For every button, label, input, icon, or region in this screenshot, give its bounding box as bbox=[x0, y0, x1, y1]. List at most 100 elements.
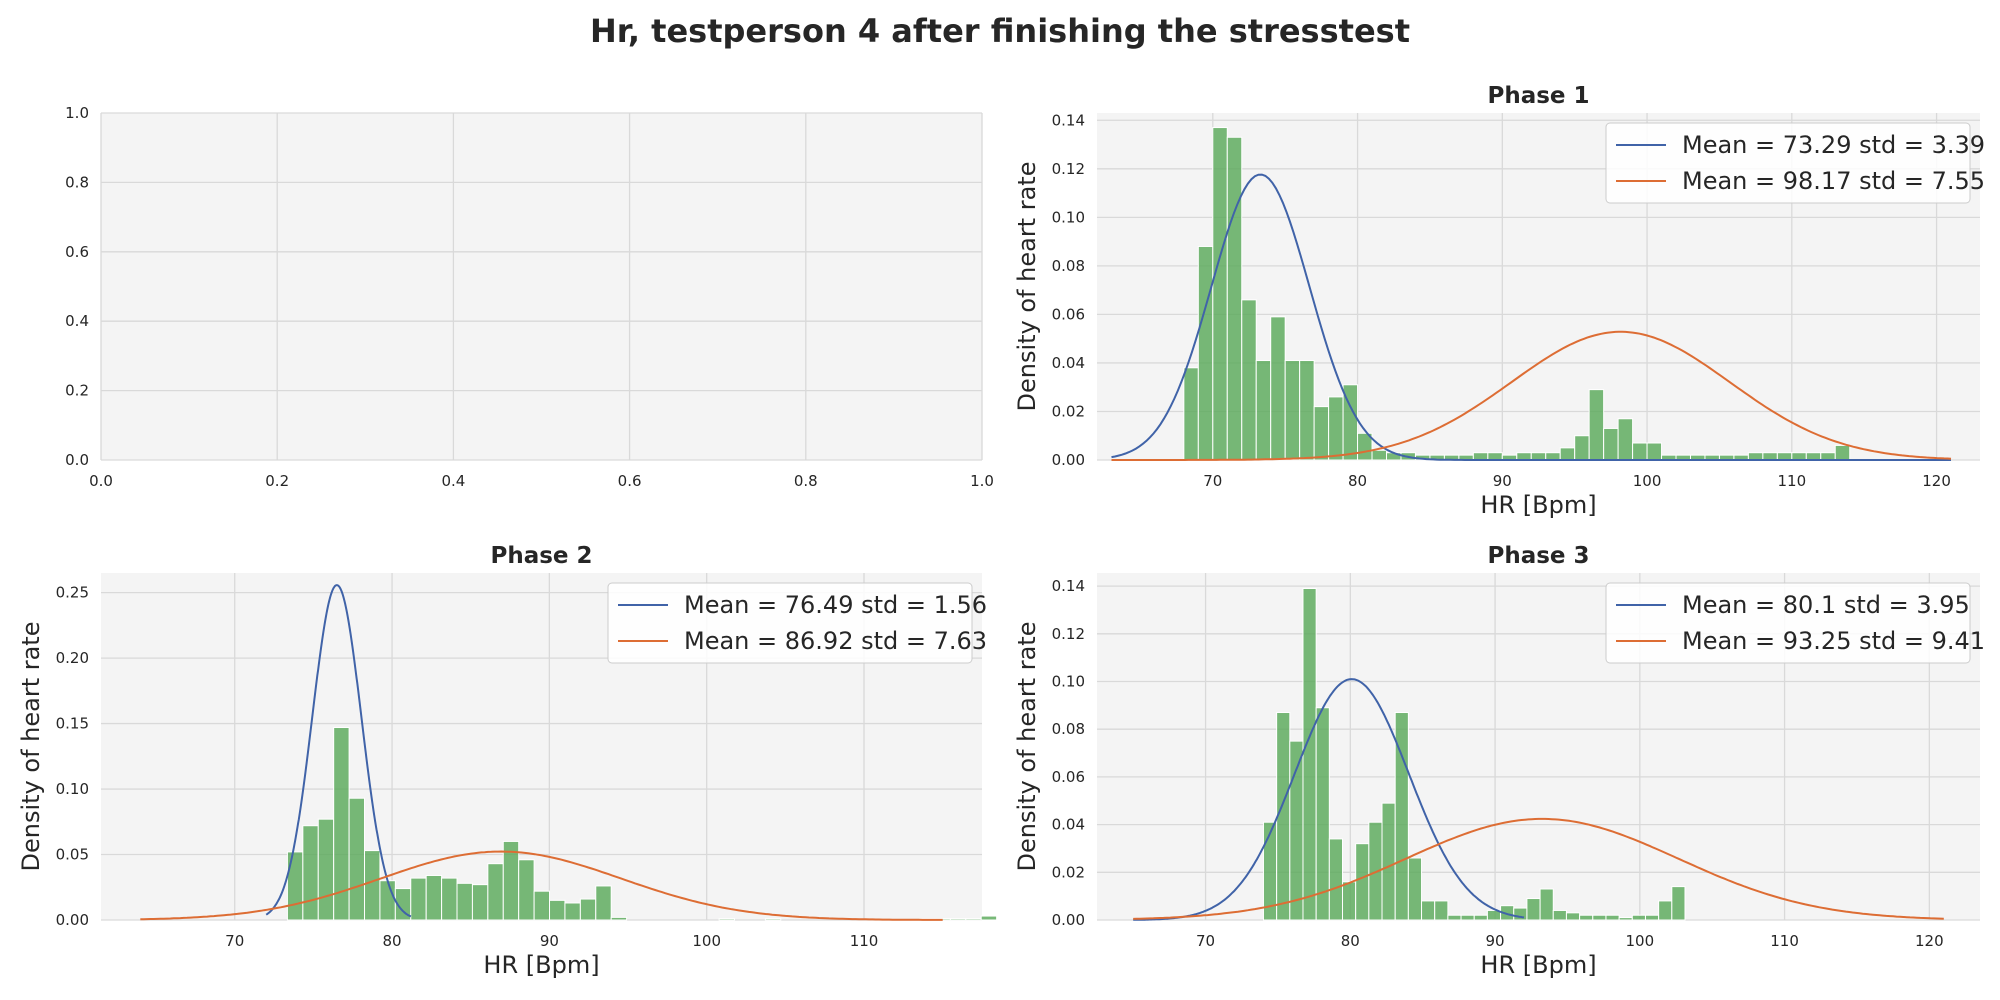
histogram-bar bbox=[564, 902, 581, 921]
y-tick-label: 0.04 bbox=[1052, 816, 1085, 834]
y-tick-label: 0.00 bbox=[1052, 451, 1085, 469]
x-tick-label: 110 bbox=[1770, 932, 1799, 950]
series-line-high-mean bbox=[1133, 817, 1944, 920]
histogram-bar bbox=[1315, 707, 1330, 921]
histogram-bar bbox=[1646, 442, 1663, 461]
histogram-bar bbox=[1276, 712, 1291, 921]
y-tick-label: 0.12 bbox=[1052, 160, 1085, 178]
histogram-bar bbox=[471, 884, 489, 921]
histogram-bar bbox=[441, 877, 458, 921]
histogram-bar bbox=[1197, 245, 1214, 461]
histogram-bar bbox=[1342, 384, 1359, 461]
series-line-high-mean bbox=[1111, 330, 1952, 461]
histogram-bar bbox=[1299, 360, 1315, 461]
histogram-bar bbox=[1371, 449, 1388, 461]
x-axis-label: HR [Bpm] bbox=[483, 951, 599, 979]
legend-label: Mean = 93.25 std = 9.41 bbox=[1682, 627, 1985, 655]
histogram-bar bbox=[1516, 452, 1532, 461]
histogram-bar bbox=[1421, 900, 1436, 921]
histogram-bar bbox=[1313, 406, 1330, 461]
series-line-high-mean bbox=[140, 850, 943, 921]
histogram-bar bbox=[1658, 900, 1673, 921]
y-tick-label: 0.00 bbox=[56, 911, 89, 929]
legend-label: Mean = 86.92 std = 7.63 bbox=[684, 627, 987, 655]
histogram-bar bbox=[1762, 452, 1778, 461]
series-line-low-mean bbox=[1133, 678, 1525, 921]
y-tick-label: 0.4 bbox=[65, 312, 89, 330]
histogram-bar bbox=[1605, 914, 1620, 921]
series-line-low-mean bbox=[265, 584, 412, 918]
histogram-bar bbox=[502, 840, 520, 921]
y-tick-label: 1.0 bbox=[65, 104, 89, 122]
subplot-title: Phase 2 bbox=[490, 543, 592, 569]
x-tick-label: 120 bbox=[1922, 472, 1951, 490]
histogram-bar bbox=[487, 863, 504, 921]
y-tick-label: 0.15 bbox=[56, 715, 89, 733]
histogram-bar bbox=[610, 916, 628, 921]
histogram-bar bbox=[1805, 452, 1822, 461]
histogram-bar bbox=[1747, 452, 1764, 461]
histogram-bar bbox=[302, 825, 319, 921]
histogram-bar bbox=[1226, 136, 1243, 461]
legend-box bbox=[1605, 582, 1971, 664]
y-axis-label: Density of heart rate bbox=[17, 622, 45, 872]
x-tick-label: 0.0 bbox=[89, 472, 113, 490]
x-tick-label: 110 bbox=[1777, 472, 1806, 490]
y-tick-label: 0.8 bbox=[65, 173, 89, 191]
y-axis-label: Density of heart rate bbox=[1013, 622, 1041, 872]
histogram-bar bbox=[965, 918, 982, 921]
y-tick-label: 0.02 bbox=[1052, 863, 1085, 881]
x-axis-label: HR [Bpm] bbox=[1480, 951, 1596, 979]
series-line-low-mean bbox=[1111, 173, 1951, 461]
x-tick-label: 0.6 bbox=[618, 472, 642, 490]
x-tick-label: 80 bbox=[1348, 472, 1367, 490]
x-tick-label: 90 bbox=[540, 932, 559, 950]
histogram-bar bbox=[348, 797, 366, 921]
x-tick-label: 90 bbox=[1486, 932, 1505, 950]
plot-area bbox=[101, 113, 982, 460]
y-axis-label: Density of heart rate bbox=[1013, 162, 1041, 412]
histogram-bar bbox=[1255, 360, 1272, 461]
histogram-bar bbox=[1539, 888, 1554, 921]
histogram-bar bbox=[410, 877, 427, 921]
histogram-bar bbox=[1407, 857, 1423, 921]
figure-title: Hr, testperson 4 after finishing the str… bbox=[590, 12, 1410, 50]
histogram-bar bbox=[1212, 127, 1228, 461]
histogram-bar bbox=[579, 898, 597, 921]
x-tick-label: 1.0 bbox=[970, 472, 994, 490]
y-tick-label: 0.12 bbox=[1052, 625, 1085, 643]
histogram-bar bbox=[1545, 452, 1561, 461]
histogram-bar bbox=[1530, 452, 1547, 461]
histogram-bar bbox=[549, 899, 566, 921]
y-tick-label: 0.20 bbox=[56, 649, 89, 667]
x-tick-label: 120 bbox=[1915, 932, 1944, 950]
histogram-bar bbox=[1355, 843, 1370, 921]
y-tick-label: 0.0 bbox=[65, 451, 89, 469]
legend-box bbox=[1605, 122, 1971, 204]
histogram-bar bbox=[533, 890, 551, 921]
y-tick-label: 0.05 bbox=[56, 846, 89, 864]
histogram-bar bbox=[1183, 367, 1199, 461]
histogram-bar bbox=[1603, 427, 1619, 461]
histogram-bar bbox=[1820, 452, 1836, 461]
histogram-bar bbox=[1328, 396, 1344, 461]
y-tick-label: 0.06 bbox=[1052, 305, 1085, 323]
histogram-bar bbox=[364, 850, 381, 921]
subplot-phase-2: 70 80 90 100 110 0.00 0.05 0.10 0.15 0.20 0.25 Phas… bbox=[17, 543, 998, 979]
histogram-bar bbox=[286, 851, 304, 921]
y-tick-label: 0.08 bbox=[1052, 720, 1085, 738]
subplot-title: Phase 3 bbox=[1487, 543, 1589, 569]
histogram-bar bbox=[1592, 914, 1607, 921]
x-tick-label: 90 bbox=[1493, 472, 1512, 490]
histogram-bar bbox=[1644, 914, 1660, 921]
legend-box bbox=[607, 582, 973, 664]
histogram-bar bbox=[764, 918, 782, 921]
x-tick-label: 100 bbox=[692, 932, 721, 950]
histogram-bar bbox=[1473, 914, 1488, 921]
subplot-title: Phase 1 bbox=[1487, 83, 1589, 109]
histogram-bar bbox=[1513, 907, 1528, 921]
histogram-bar bbox=[1579, 914, 1594, 921]
histogram-bar bbox=[1270, 316, 1286, 461]
histogram-bar bbox=[1588, 389, 1605, 461]
